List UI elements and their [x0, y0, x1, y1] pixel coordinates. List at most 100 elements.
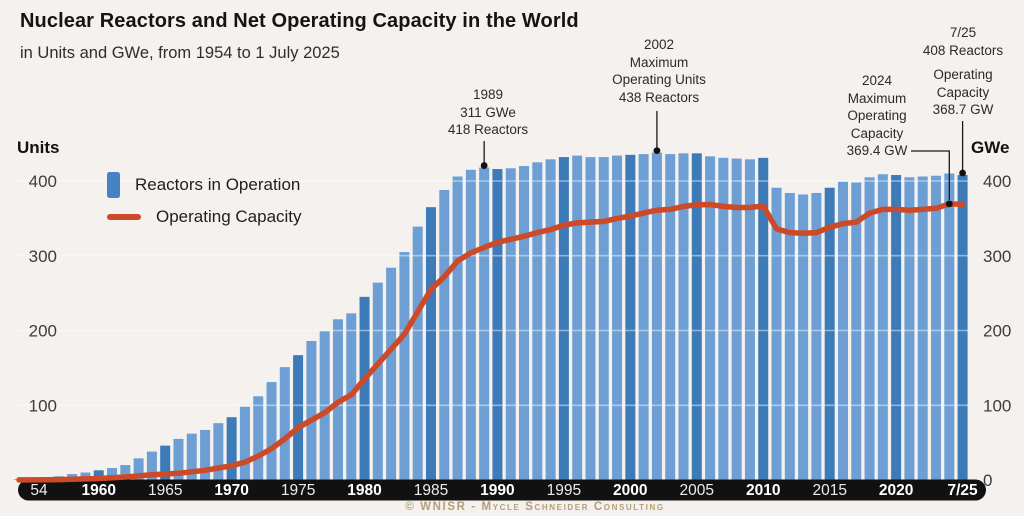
annotation-dot-725 — [959, 169, 966, 177]
x-tick-label: 1970 — [214, 482, 248, 499]
reactor-bar — [399, 252, 410, 480]
reactor-bar — [944, 173, 955, 480]
x-tick-label: 54 — [30, 482, 48, 499]
bar-swatch-icon — [107, 172, 120, 198]
reactor-bar — [651, 152, 662, 480]
reactor-bar — [917, 176, 928, 480]
reactor-bar — [851, 182, 862, 480]
annotation-1989: 1989 311 GWe 418 Reactors — [418, 86, 558, 139]
reactor-bar — [412, 226, 423, 480]
x-tick-label: 2005 — [680, 482, 714, 499]
reactor-bar — [731, 158, 742, 480]
annotation-line: Maximum — [847, 90, 907, 106]
left-axis-tick: 300 — [29, 247, 57, 266]
x-tick-label: 2000 — [613, 482, 647, 499]
reactor-bar — [891, 175, 902, 480]
reactor-bar — [572, 155, 583, 480]
x-tick-label: 1960 — [81, 482, 115, 499]
reactor-bar — [319, 331, 330, 480]
line-swatch-icon — [107, 214, 141, 220]
copyright-footer: © WNISR - Mycle Schneider Consulting — [405, 501, 665, 513]
annotation-line: 408 Reactors — [922, 42, 1004, 58]
reactor-bar — [479, 167, 490, 481]
right-axis-label: GWe — [971, 138, 1010, 157]
reactor-bar — [200, 429, 211, 480]
reactor-bar — [678, 153, 689, 480]
reactor-bar — [439, 189, 450, 480]
x-tick-label: 2010 — [746, 482, 780, 499]
annotation-year: 1989 — [472, 87, 504, 102]
legend-item-reactors: Reactors in Operation — [107, 172, 302, 198]
reactor-bar — [545, 159, 556, 480]
legend: Reactors in Operation Operating Capacity — [107, 172, 302, 227]
annotation-line: 418 Reactors — [447, 122, 529, 138]
reactor-bar — [213, 423, 224, 480]
annotation-dot-2002 — [653, 147, 661, 154]
annotation-dot-1989 — [480, 162, 488, 169]
right-axis-tick: 300 — [983, 247, 1011, 266]
reactor-bar — [598, 157, 609, 480]
annotation-line: Operating Units — [612, 72, 706, 88]
annotation-line: Maximum — [629, 54, 689, 70]
x-tick-label: 2020 — [879, 482, 913, 499]
x-tick-label: 7/25 — [948, 482, 979, 499]
annotation-year: 2002 — [643, 37, 675, 52]
reactor-bar — [824, 187, 835, 481]
reactor-bar — [758, 157, 769, 480]
reactor-bar — [93, 470, 104, 480]
reactor-bar — [452, 176, 463, 480]
annotation-line: Capacity — [850, 125, 904, 141]
annotation-year: 7/25 — [949, 25, 977, 40]
annotation-line: 438 Reactors — [618, 89, 700, 105]
chart-title: Nuclear Reactors and Net Operating Capac… — [20, 10, 579, 32]
reactor-bar — [186, 433, 197, 480]
reactor-bar — [638, 154, 649, 480]
reactor-bar — [877, 174, 888, 480]
reactor-bar — [771, 187, 782, 481]
right-axis-tick: 200 — [983, 322, 1011, 341]
reactor-bar — [585, 157, 596, 480]
left-axis-label: Units — [17, 138, 60, 157]
x-tick-label: 1985 — [414, 482, 448, 499]
x-tick-label: 1980 — [347, 482, 381, 499]
right-axis-tick: 100 — [983, 396, 1011, 415]
capacity-line — [16, 201, 966, 483]
reactor-bar — [705, 156, 716, 480]
annotation-line: 369.4 GW — [846, 143, 908, 159]
annotation-725-reactors: 7/25 408 Reactors — [903, 24, 1023, 59]
reactor-bar — [718, 157, 729, 480]
annotation-year: 2024 — [861, 73, 893, 88]
annotation-dot-2024 — [945, 200, 953, 208]
reactor-bar — [226, 417, 237, 480]
annotation-line: Operating — [933, 67, 993, 82]
reactor-bar — [811, 192, 822, 480]
reactor-bar — [612, 155, 623, 480]
annotation-line: 311 GWe — [460, 104, 516, 120]
x-tick-label: 1975 — [281, 482, 315, 499]
reactor-bar — [665, 154, 676, 480]
reactor-bar — [386, 267, 397, 480]
annotation-725-capacity: Operating Capacity 368.7 GW — [903, 66, 1023, 119]
reactor-bar — [239, 406, 250, 481]
reactor-bar — [864, 177, 875, 480]
annotation-2002: 2002 Maximum Operating Units 438 Reactor… — [589, 36, 729, 106]
x-tick-label: 1995 — [547, 482, 581, 499]
reactor-bar — [107, 468, 118, 480]
reactor-bar — [744, 159, 755, 480]
reactor-bar — [173, 438, 184, 480]
reactor-bar — [146, 451, 157, 481]
annotation-line: Capacity — [936, 84, 990, 100]
legend-label: Operating Capacity — [156, 207, 302, 226]
x-tick-label: 2015 — [812, 482, 846, 499]
reactor-bar — [359, 296, 370, 480]
reactor-bar — [904, 177, 915, 480]
reactor-bar — [532, 162, 543, 480]
reactor-bar — [784, 192, 795, 480]
annotation-pointer-2024 — [911, 150, 950, 200]
reactor-bar — [798, 194, 809, 480]
reactor-bar — [279, 367, 290, 480]
reactor-bar — [558, 157, 569, 480]
legend-item-capacity: Operating Capacity — [107, 207, 302, 227]
left-axis-tick: 100 — [29, 396, 57, 415]
